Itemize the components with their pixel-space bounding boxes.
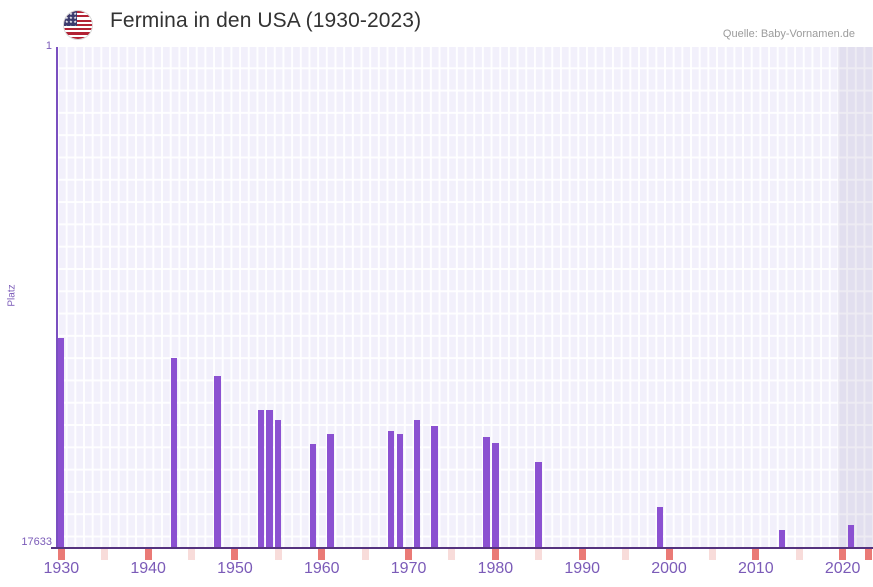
- x-tick-1995: [622, 549, 630, 560]
- y-axis-line: [56, 47, 58, 548]
- x-tick-2000: [665, 549, 673, 560]
- x-tick-1965: [361, 549, 369, 560]
- x-axis-label-2000: 2000: [651, 560, 687, 577]
- page-title: Fermina in den USA (1930-2023): [110, 9, 422, 32]
- bar: [257, 410, 265, 548]
- y-axis-bottom-label: 17633: [21, 536, 52, 548]
- grid-lines: [57, 47, 873, 548]
- bar: [413, 420, 421, 548]
- x-tick-1985: [535, 549, 543, 560]
- x-tick-1980: [491, 549, 499, 560]
- plot-area: [57, 47, 873, 548]
- x-axis-labels: 1930 1940 1950 1960 1970 1980 1990 2000 2010 2020: [0, 560, 873, 587]
- y-axis-top-label-wrap: 1: [8, 40, 52, 54]
- x-axis-label-1930: 1930: [43, 560, 80, 577]
- bar: [170, 358, 178, 548]
- bar: [778, 530, 785, 548]
- y-axis-bottom-label-wrap: 17633: [0, 536, 52, 550]
- x-tick-1955: [274, 549, 282, 560]
- x-axis-ticks: [57, 549, 873, 560]
- flag-canton: [64, 11, 77, 27]
- bar: [58, 337, 65, 548]
- x-axis-label-1940: 1940: [130, 560, 166, 577]
- source-attribution: Quelle: Baby-Vornamen.de: [722, 28, 855, 40]
- bar: [483, 436, 490, 548]
- bar: [396, 434, 404, 548]
- x-tick-1935: [101, 549, 109, 560]
- bar: [275, 420, 282, 548]
- x-axis-label-1960: 1960: [303, 560, 340, 577]
- x-tick-1940: [144, 549, 152, 560]
- bar: [266, 410, 273, 548]
- bar: [214, 376, 221, 548]
- shaded-future-region: [838, 47, 873, 548]
- x-tick-1970: [405, 549, 413, 560]
- bar: [309, 444, 317, 548]
- x-tick-1945: [188, 549, 196, 560]
- x-axis-label-1950: 1950: [217, 560, 253, 577]
- x-tick-1930: [57, 549, 65, 560]
- bar: [387, 431, 395, 548]
- x-tick-1990: [578, 549, 586, 560]
- x-axis-label-1990: 1990: [564, 560, 600, 577]
- y-axis-title: Platz: [6, 284, 18, 307]
- bar: [431, 426, 438, 548]
- x-tick-2010: [752, 549, 760, 560]
- x-tick-1975: [448, 549, 456, 560]
- bar: [492, 442, 499, 548]
- x-tick-2005: [708, 549, 716, 560]
- x-axis-label-1970: 1970: [390, 560, 427, 577]
- us-flag-icon: ★★★★★★★★★★★★★★★★: [63, 10, 93, 40]
- x-tick-2023: [865, 549, 873, 560]
- x-axis-label-2010: 2010: [738, 560, 774, 577]
- y-axis-top-label: 1: [45, 40, 52, 52]
- x-axis-line: [51, 547, 873, 549]
- x-tick-2020: [839, 549, 847, 560]
- flag-stars: ★★★★★★★★★★★★★★★★: [65, 11, 77, 26]
- x-tick-1960: [318, 549, 326, 560]
- flag-stripes: [64, 11, 92, 39]
- x-axis-label-2020: 2020: [824, 560, 861, 577]
- x-tick-1950: [231, 549, 239, 560]
- x-tick-2015: [795, 549, 803, 560]
- bar: [327, 434, 334, 548]
- bar: [657, 507, 664, 548]
- bar-series: [57, 47, 873, 548]
- bar: [847, 524, 855, 548]
- x-axis-label-1980: 1980: [477, 560, 514, 577]
- chart-header: ★★★★★★★★★★★★★★★★ Fermina in den USA (193…: [0, 0, 873, 47]
- bar: [535, 461, 542, 548]
